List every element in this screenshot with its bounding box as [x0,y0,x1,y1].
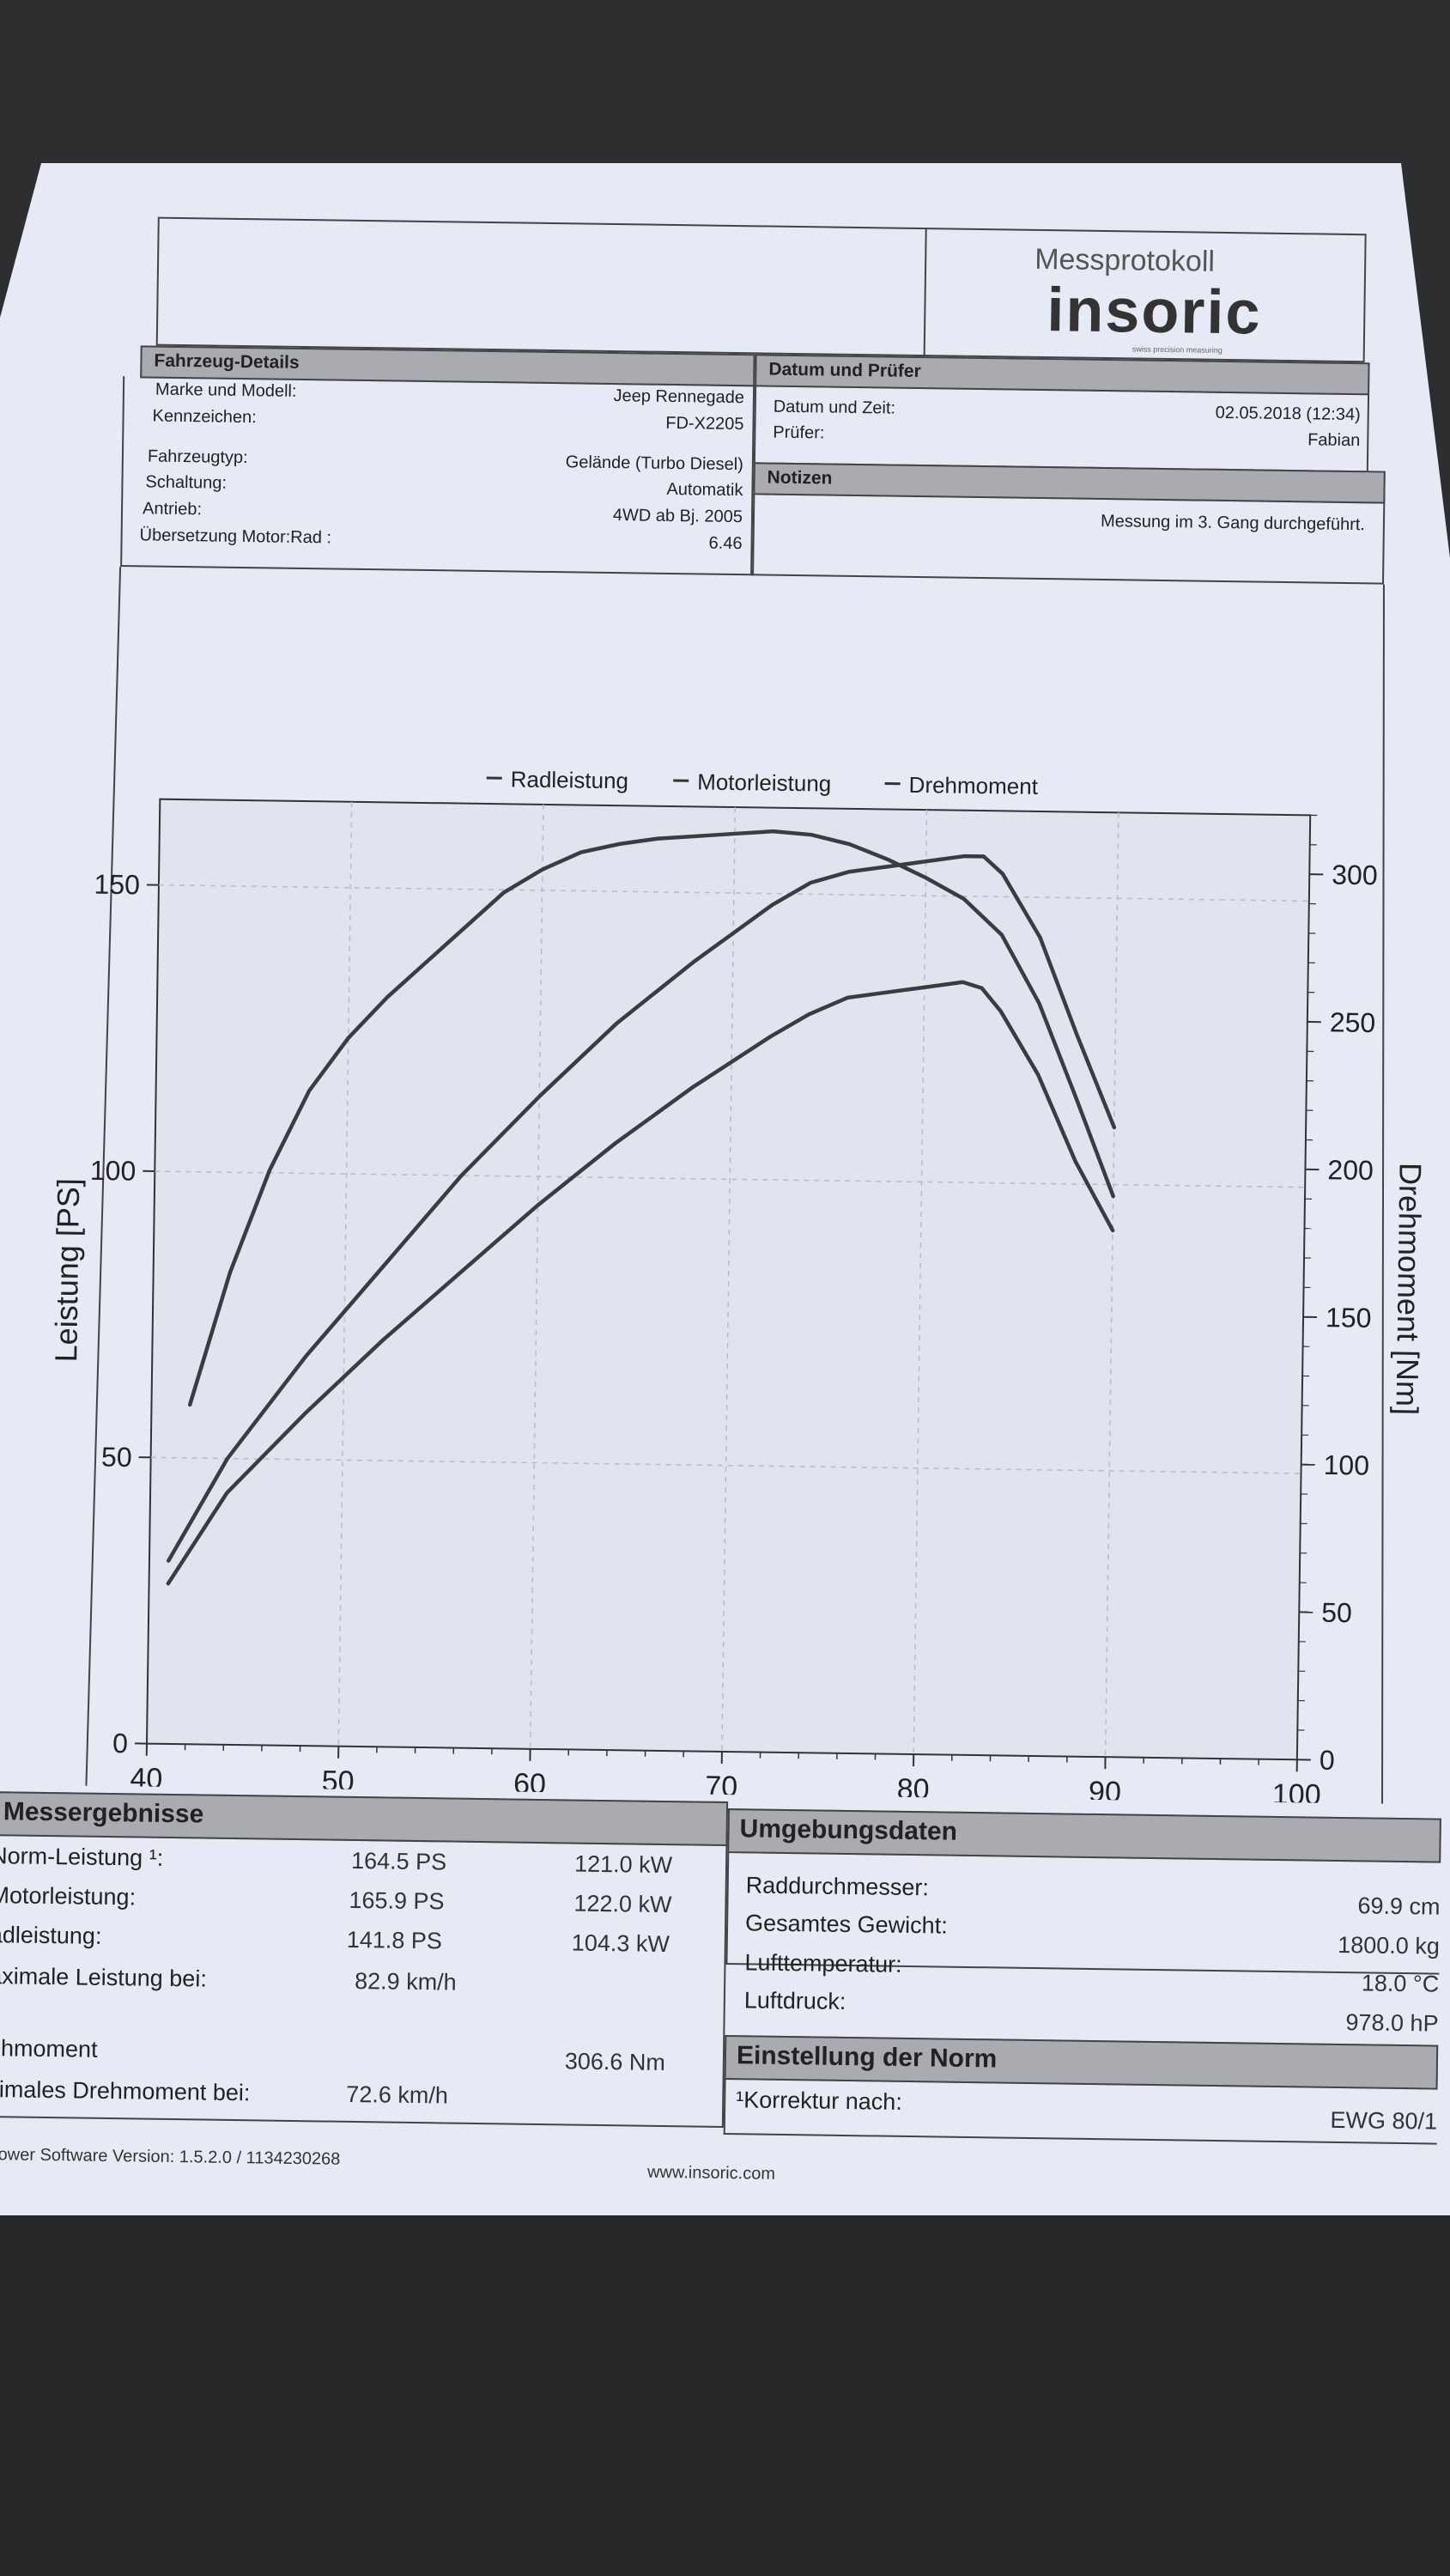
max-torque-label: ximales Drehmoment bei: [0,2076,251,2106]
date-label: Datum und Zeit: [773,397,896,418]
torque-label: ehmoment [0,2035,98,2063]
env-value: 1800.0 kg [1338,1931,1441,1959]
y-tick-label: 100 [90,1155,137,1187]
chart-frame-right [1381,584,1385,1805]
logo-tagline: swiss precision measuring [1131,344,1222,355]
series-line-drehmoment [187,829,1115,1407]
env-label: Luftdruck: [743,1987,846,2014]
y2-tick-label: 100 [1323,1449,1369,1481]
y-axis-label: Leistung [PS] [48,1178,86,1363]
vehicle-value: Automatik [666,479,743,501]
vehicle-value: 4WD ab Bj. 2005 [612,506,743,527]
x-tick-label: 90 [1089,1776,1121,1805]
paper-sheet: Messprotokoll insoric swiss precision me… [0,163,1450,2215]
chart-legend: Radleistung Motorleistung Drehmoment [486,766,1039,799]
legend-item: Radleistung [511,766,629,793]
env-label: Gesamtes Gewicht: [744,1910,948,1939]
website-url: www.insoric.com [646,2162,776,2184]
result-kw: 122.0 kW [573,1890,672,1918]
grid-line-y [158,884,1309,902]
grid-line-y [150,1456,1301,1474]
legend-item: Motorleistung [697,769,831,796]
vehicle-label: Schaltung: [145,472,228,493]
x-tick-label: 80 [896,1773,929,1805]
x-tick-label: 100 [1272,1778,1321,1805]
y2-tick-label: 150 [1326,1302,1372,1334]
x-tick-label: 70 [705,1771,737,1804]
torque-value: 306.6 Nm [564,2048,666,2076]
result-kw: 104.3 kW [571,1929,670,1958]
vehicle-value: Gelände (Turbo Diesel) [565,453,744,475]
vehicle-value: FD-X2205 [665,413,744,434]
power-chart: Radleistung Motorleistung Drehmoment 40 50 6… [48,566,1429,1805]
notes-box [752,493,1386,585]
y2-tick-label: 200 [1327,1154,1374,1186]
vehicle-value: Jeep Rennegade [613,386,745,408]
result-kw: 121.0 kW [573,1850,673,1879]
vehicle-label: Fahrzeugtyp: [147,447,248,468]
env-value: 18.0 °C [1361,1970,1440,1997]
result-label: Motorleistung: [0,1882,137,1911]
y-tick-label: 150 [94,869,140,901]
measurement-protocol: Messprotokoll insoric swiss precision me… [0,163,1450,2215]
software-version: Power Software Version: 1.5.2.0 / 113423… [0,2145,341,2169]
y2-tick-label: 50 [1321,1597,1352,1628]
norm-value: EWG 80/1 [1330,2106,1438,2135]
x-tick-label: 40 [130,1762,162,1795]
env-label: Lufttemperatur: [744,1949,902,1978]
result-ps: 141.8 PS [346,1926,443,1954]
result-label: Norm-Leistung ¹: [0,1843,164,1871]
plot-area: 40 50 60 70 80 90 1000501001500501001502002503… [48,798,1429,1805]
date-value: 02.05.2018 (12:34) [1215,403,1361,425]
plot-frame [145,798,1312,1761]
series-line-motorleistung [167,854,1117,1563]
max-torque-speed: 72.6 km/h [346,2081,449,2109]
norm-label: ¹Korrektur nach: [736,2087,903,2115]
notes-text: Messung im 3. Gang durchgeführt. [1100,511,1366,535]
vehicle-label: Übersetzung Motor:Rad : [139,526,332,548]
grid-line-x [721,807,737,1752]
vehicle-label: Kennzeichen: [152,406,257,428]
max-power-speed: 82.9 km/h [354,1967,457,1996]
table-surface [0,2215,1450,2576]
tester-value: Fabian [1307,430,1361,451]
grid-line-y [155,1170,1306,1188]
y2-tick-label: 300 [1332,860,1378,891]
result-ps: 165.9 PS [349,1886,445,1915]
vehicle-rows: Marke und Modell: Jeep Rennegade Kennzei… [15,163,1450,554]
chart-frame-left [85,566,122,1795]
insoric-logo: insoric [1046,276,1263,348]
env-value: 69.9 cm [1357,1893,1441,1920]
x-tick-label: 50 [322,1765,355,1798]
y2-tick-label: 0 [1320,1745,1335,1776]
y2-tick-label: 250 [1330,1006,1376,1038]
series-line-radleistung [166,980,1115,1586]
env-value: 978.0 hP [1345,2009,1439,2037]
vehicle-label: Antrieb: [142,499,203,519]
y-tick-label: 50 [101,1441,132,1472]
vehicle-label: Marke und Modell: [155,380,297,401]
y-tick-label: 0 [112,1728,128,1759]
result-ps: 164.5 PS [350,1847,447,1875]
env-label: Raddurchmesser: [745,1872,930,1901]
vehicle-value: 6.46 [708,533,743,554]
grid-line-x [913,810,928,1755]
y2-axis-label: Drehmoment [Nm] [1389,1163,1428,1416]
tester-label: Prüfer: [773,422,825,443]
x-tick-label: 60 [513,1768,546,1801]
result-label: aximale Leistung bei: [0,1963,208,1992]
grid-line-x [337,801,353,1747]
result-label: adleistung: [0,1922,102,1949]
grid-line-x [529,804,544,1749]
legend-item: Drehmoment [908,772,1038,799]
page-title: Messprotokoll [1034,242,1216,278]
grid-line-x [1104,812,1119,1758]
